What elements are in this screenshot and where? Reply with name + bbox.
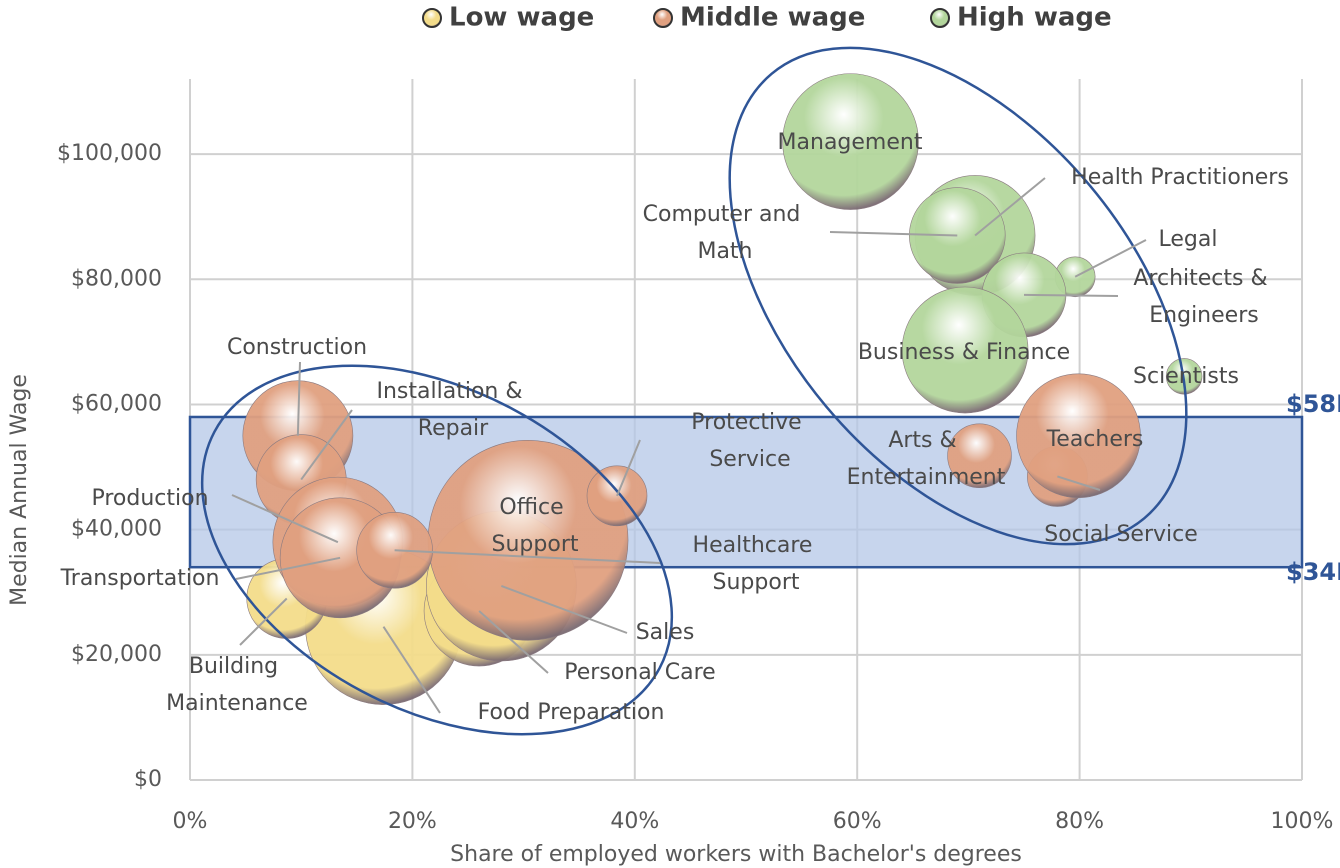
leader-line xyxy=(1074,239,1147,278)
y-axis-title: Median Annual Wage xyxy=(7,374,32,606)
bubble xyxy=(1016,373,1141,499)
bubble-label: Social Service xyxy=(1044,522,1198,547)
leader-line xyxy=(616,439,641,497)
x-tick-label: 100% xyxy=(1271,809,1334,834)
y-tick-label: $80,000 xyxy=(71,266,162,291)
bubble-label: Health Practitioners xyxy=(1071,165,1289,190)
leader-line xyxy=(1057,475,1101,491)
legend-label: Middle wage xyxy=(680,3,865,33)
leader-line xyxy=(382,626,441,714)
bubble-label: Construction xyxy=(227,335,367,360)
y-tick-label: $40,000 xyxy=(71,517,162,542)
x-tick-label: 20% xyxy=(388,809,437,834)
bubble-layer xyxy=(242,73,1203,705)
cluster-ellipse xyxy=(200,364,674,736)
y-tick-label: $100,000 xyxy=(57,141,162,166)
bubble xyxy=(782,73,919,210)
bubble-label: Arts & Entertainment xyxy=(847,428,1006,490)
x-tick-label: 40% xyxy=(610,809,659,834)
x-axis-title: Share of employed workers with Bachelor'… xyxy=(450,842,1022,867)
bubble-label: Healthcare Support xyxy=(693,533,820,595)
leader-line xyxy=(478,610,549,674)
legend-label: High wage xyxy=(957,3,1112,33)
bubble-label: Management xyxy=(778,130,923,155)
leader-line xyxy=(235,556,341,580)
band-label: $34K xyxy=(1286,558,1340,586)
bubble-label: Personal Care xyxy=(564,660,715,685)
leader-line xyxy=(829,231,958,237)
bubble xyxy=(901,286,1029,414)
y-tick-label: $0 xyxy=(134,767,162,792)
bubble-label: Transportation xyxy=(60,566,220,591)
leader-line xyxy=(394,549,661,564)
x-tick-label: 0% xyxy=(173,809,208,834)
bubble-label: Scientists xyxy=(1133,364,1239,389)
legend-marker xyxy=(422,8,442,28)
x-tick-label: 60% xyxy=(833,809,882,834)
leader-line xyxy=(974,177,1046,237)
bubble-label: Installation & Repair xyxy=(377,379,530,441)
legend-marker xyxy=(653,8,673,28)
bubble-label: Building Maintenance xyxy=(166,654,308,716)
bubble-label: Sales xyxy=(636,620,695,645)
band-label: $58K xyxy=(1286,390,1340,418)
bubble-label: Office Support xyxy=(492,495,579,557)
bubble-label: Business & Finance xyxy=(858,340,1070,365)
leader-line xyxy=(231,494,339,544)
bubble-label: Architects & Engineers xyxy=(1133,266,1274,328)
bubble xyxy=(947,423,1012,489)
bubble-label: Food Preparation xyxy=(478,700,665,725)
x-tick-label: 80% xyxy=(1055,809,1104,834)
bubble-label: Legal xyxy=(1159,227,1218,252)
bubble-label: Protective Service xyxy=(691,410,808,472)
bubble-label: Production xyxy=(91,486,208,511)
bubble-label: Computer and Math xyxy=(643,202,808,264)
leader-line xyxy=(296,361,301,436)
legend-marker xyxy=(930,8,950,28)
label-layer: Food Preparation Personal Care Sales Buildi… xyxy=(60,130,1289,725)
legend-label: Low wage xyxy=(449,3,594,33)
leader-line xyxy=(1023,293,1119,297)
y-tick-label: $60,000 xyxy=(71,391,162,416)
y-tick-label: $20,000 xyxy=(71,642,162,667)
cluster-ellipse xyxy=(728,46,1188,546)
leader-line xyxy=(501,585,628,634)
leader-line xyxy=(300,409,353,481)
bubble-label: Teachers xyxy=(1046,427,1144,452)
leader-line xyxy=(239,597,288,646)
